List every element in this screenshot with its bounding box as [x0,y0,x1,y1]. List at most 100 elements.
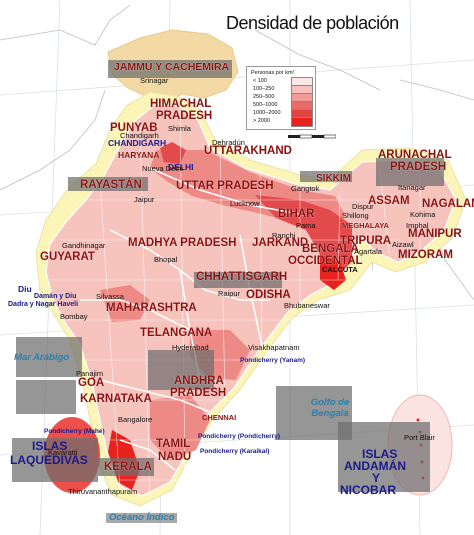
city-visakhapatnam: Visakhapatnam [248,343,300,352]
sea-label-arabian: Mar Arábigo [14,352,70,363]
state-label-andhra-2: PRADESH [170,387,227,399]
state-label-nagaland: NAGALAND [422,198,474,210]
label-box-rayastan [68,177,148,191]
city-chennai: CHENNAI [202,413,237,422]
island-label-y: Y [372,471,381,485]
state-label-himachal-2: PRADESH [156,110,213,122]
city-bhopal: Bhopal [154,255,178,264]
legend: Personas por km² < 100 100–250 250–500 5… [246,66,316,130]
state-label-bengala-2: OCCIDENTAL [288,255,363,267]
city-imphal: Imphal [406,221,429,230]
legend-swatch-5 [291,117,313,127]
ut-label-daman: Damán y Diu [34,293,77,300]
label-box-arabian [16,337,82,377]
legend-label-5: > 2000 [253,118,270,124]
district-borders [50,109,421,501]
legend-label-1: 100–250 [253,86,275,92]
state-label-telangana: TELANGANA [140,327,213,339]
legend-label-4: 1000–2000 [253,110,281,116]
city-gandhinagar: Gandhinagar [62,241,106,250]
city-raipur: Raipur [218,289,241,298]
state-label-assam: ASSAM [368,195,410,207]
city-patna: Patna [296,221,316,230]
state-label-bengala: BENGALA [302,243,359,255]
scale-bar [288,134,336,139]
state-label-tamil-2: NADU [158,451,192,463]
map-title: Densidad de población [226,13,399,33]
city-calcuta: CALCUTA [322,265,358,274]
city-gangtok: Gangtok [291,184,320,193]
state-label-jammu: JAMMU Y CACHEMIRA [114,61,230,73]
city-kohima: Kohima [410,210,436,219]
city-itanagar: Itanagar [398,183,426,192]
state-label-goa: GOA [78,377,105,389]
city-panajim: Panajim [76,369,104,378]
city-ranchi: Ranchi [272,231,296,240]
label-box-andaman [338,422,430,492]
city-jaipur: Jaipur [134,195,155,204]
legend-title: Personas por km² [251,70,295,76]
ut-label-karaikal: Pondicherry (Karaikal) [200,448,270,455]
state-label-bihar: BIHAR [278,208,315,220]
sea-label-bengal: Golfo de Bengala [310,397,350,419]
label-box-jammu [108,60,232,78]
state-label-madhya-pradesh: MADHYA PRADESH [128,237,237,249]
city-dispur: Dispur [352,202,374,211]
city-dehradun: Dehradún [212,138,245,147]
city-srinagar: Srinagar [140,76,169,85]
city-bombay: Bombay [60,312,88,321]
city-lucknow: Lucknow [230,199,260,208]
city-aizawl: Aizawl [392,240,414,249]
ut-label-pondicherry: Pondicherry (Pondicherry) [198,433,280,440]
state-label-sikkim: SIKKIM [316,173,351,184]
state-label-uttar-pradesh: UTTAR PRADESH [176,180,274,192]
city-agartala: Agartala [354,247,382,256]
city-shillong: Shillong [342,211,369,220]
state-label-arunachal: ARUNACHAL [378,149,452,161]
city-bhubaneswar: Bhubaneswar [284,301,330,310]
state-label-maharashtra: MAHARASHTRA [106,302,197,314]
city-chandigarh: Chandigarh [120,131,159,140]
state-label-arunachal-2: PRADESH [390,161,447,173]
state-label-tamil: TAMIL [156,438,191,450]
label-box-telangana [148,350,214,390]
city-port-blair: Port Blair [404,433,435,442]
state-label-karnataka: KARNATAKA [80,393,152,405]
state-label-kerala: KERALA [104,461,152,473]
legend-label-2: 250–500 [253,94,275,100]
city-thiruvananthapuram: Thiruvananthapuram [68,487,138,496]
label-box-arunachal [376,158,444,186]
island-label-islas-1: ISLAS [32,439,68,453]
city-shimla: Shimla [168,124,191,133]
city-kavaratti: Kavaratti [48,448,78,457]
island-label-laquedivas: LAQUEDIVAS [10,453,88,467]
state-label-jarkand: JARKAND [252,237,309,249]
label-box-laquedivas [12,438,98,482]
ut-label-chandigarh: CHANDIGARH [108,138,167,148]
city-hyderabad: Hyderabad [172,343,209,352]
state-label-andhra: ANDHRA [174,375,224,387]
label-box-goa [16,380,76,414]
state-label-tripura: TRIPURA [340,235,392,247]
city-silvassa: Silvassa [96,292,124,301]
state-label-rayastan: RAYASTÁN [80,179,142,191]
state-label-haryana: HARYANA [118,150,160,160]
legend-label-3: 500–1000 [253,102,278,108]
ut-label-yanam: Pondicherry (Yanam) [240,357,306,364]
island-label-andaman: ANDAMÁN [344,459,406,473]
island-label-islas-2: ISLAS [362,447,398,461]
state-label-manipur: MANIPUR [408,228,462,240]
sea-label-indian-ocean: Océano Índico [106,513,178,523]
city-bangalore: Bangalore [118,415,153,424]
ut-label-delhi: DELHI [168,162,194,172]
legend-label-0: < 100 [253,78,267,84]
label-box-chhattisgarh [194,272,282,288]
density-zones [100,142,352,490]
ut-label-dadra: Dadra y Nagar Haveli [8,301,79,308]
state-label-meghalaya: MEGHALAYA [342,221,389,230]
state-label-mizoram: MIZORAM [398,249,453,261]
state-label-uttarakhand: UTTARAKHAND [204,145,292,157]
state-label-himachal: HIMACHAL [150,98,212,110]
